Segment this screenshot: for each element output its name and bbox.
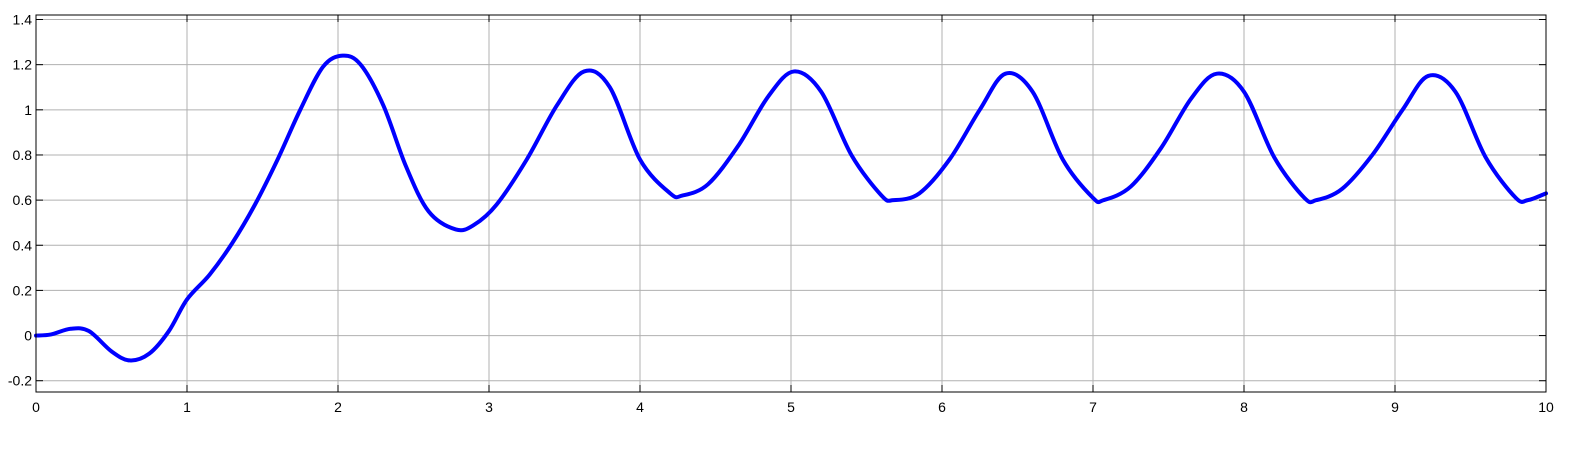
x-tick-label: 2 bbox=[334, 399, 342, 415]
y-tick-label: 1.2 bbox=[13, 57, 33, 73]
y-tick-label: 0.4 bbox=[13, 237, 33, 253]
y-tick-label: 0.6 bbox=[13, 192, 33, 208]
x-tick-label: 9 bbox=[1391, 399, 1399, 415]
y-tick-label: -0.2 bbox=[8, 373, 32, 389]
grid-lines bbox=[36, 15, 1546, 392]
x-tick-label: 4 bbox=[636, 399, 644, 415]
x-tick-label: 1 bbox=[183, 399, 191, 415]
x-tick-label: 5 bbox=[787, 399, 795, 415]
y-tick-label: 1.4 bbox=[13, 12, 33, 28]
x-tick-label: 6 bbox=[938, 399, 946, 415]
y-tick-label: 0.8 bbox=[13, 147, 33, 163]
x-tick-label: 3 bbox=[485, 399, 493, 415]
series-line bbox=[34, 53, 1548, 363]
x-tick-label: 8 bbox=[1240, 399, 1248, 415]
y-tick-label: 1 bbox=[24, 102, 32, 118]
series-layer bbox=[34, 53, 1548, 363]
y-tick-label: 0 bbox=[24, 328, 32, 344]
y-tick-label: 0.2 bbox=[13, 282, 33, 298]
tick-labels: 0 1 2 3 4 5 6 7 8 9 10-0.200.20.40.60.811.21.4 bbox=[8, 12, 1554, 415]
x-tick-label: 10 bbox=[1538, 399, 1554, 415]
x-tick-label: 7 bbox=[1089, 399, 1097, 415]
x-tick-label: 0 bbox=[32, 399, 40, 415]
plot-frame bbox=[35, 14, 1547, 393]
